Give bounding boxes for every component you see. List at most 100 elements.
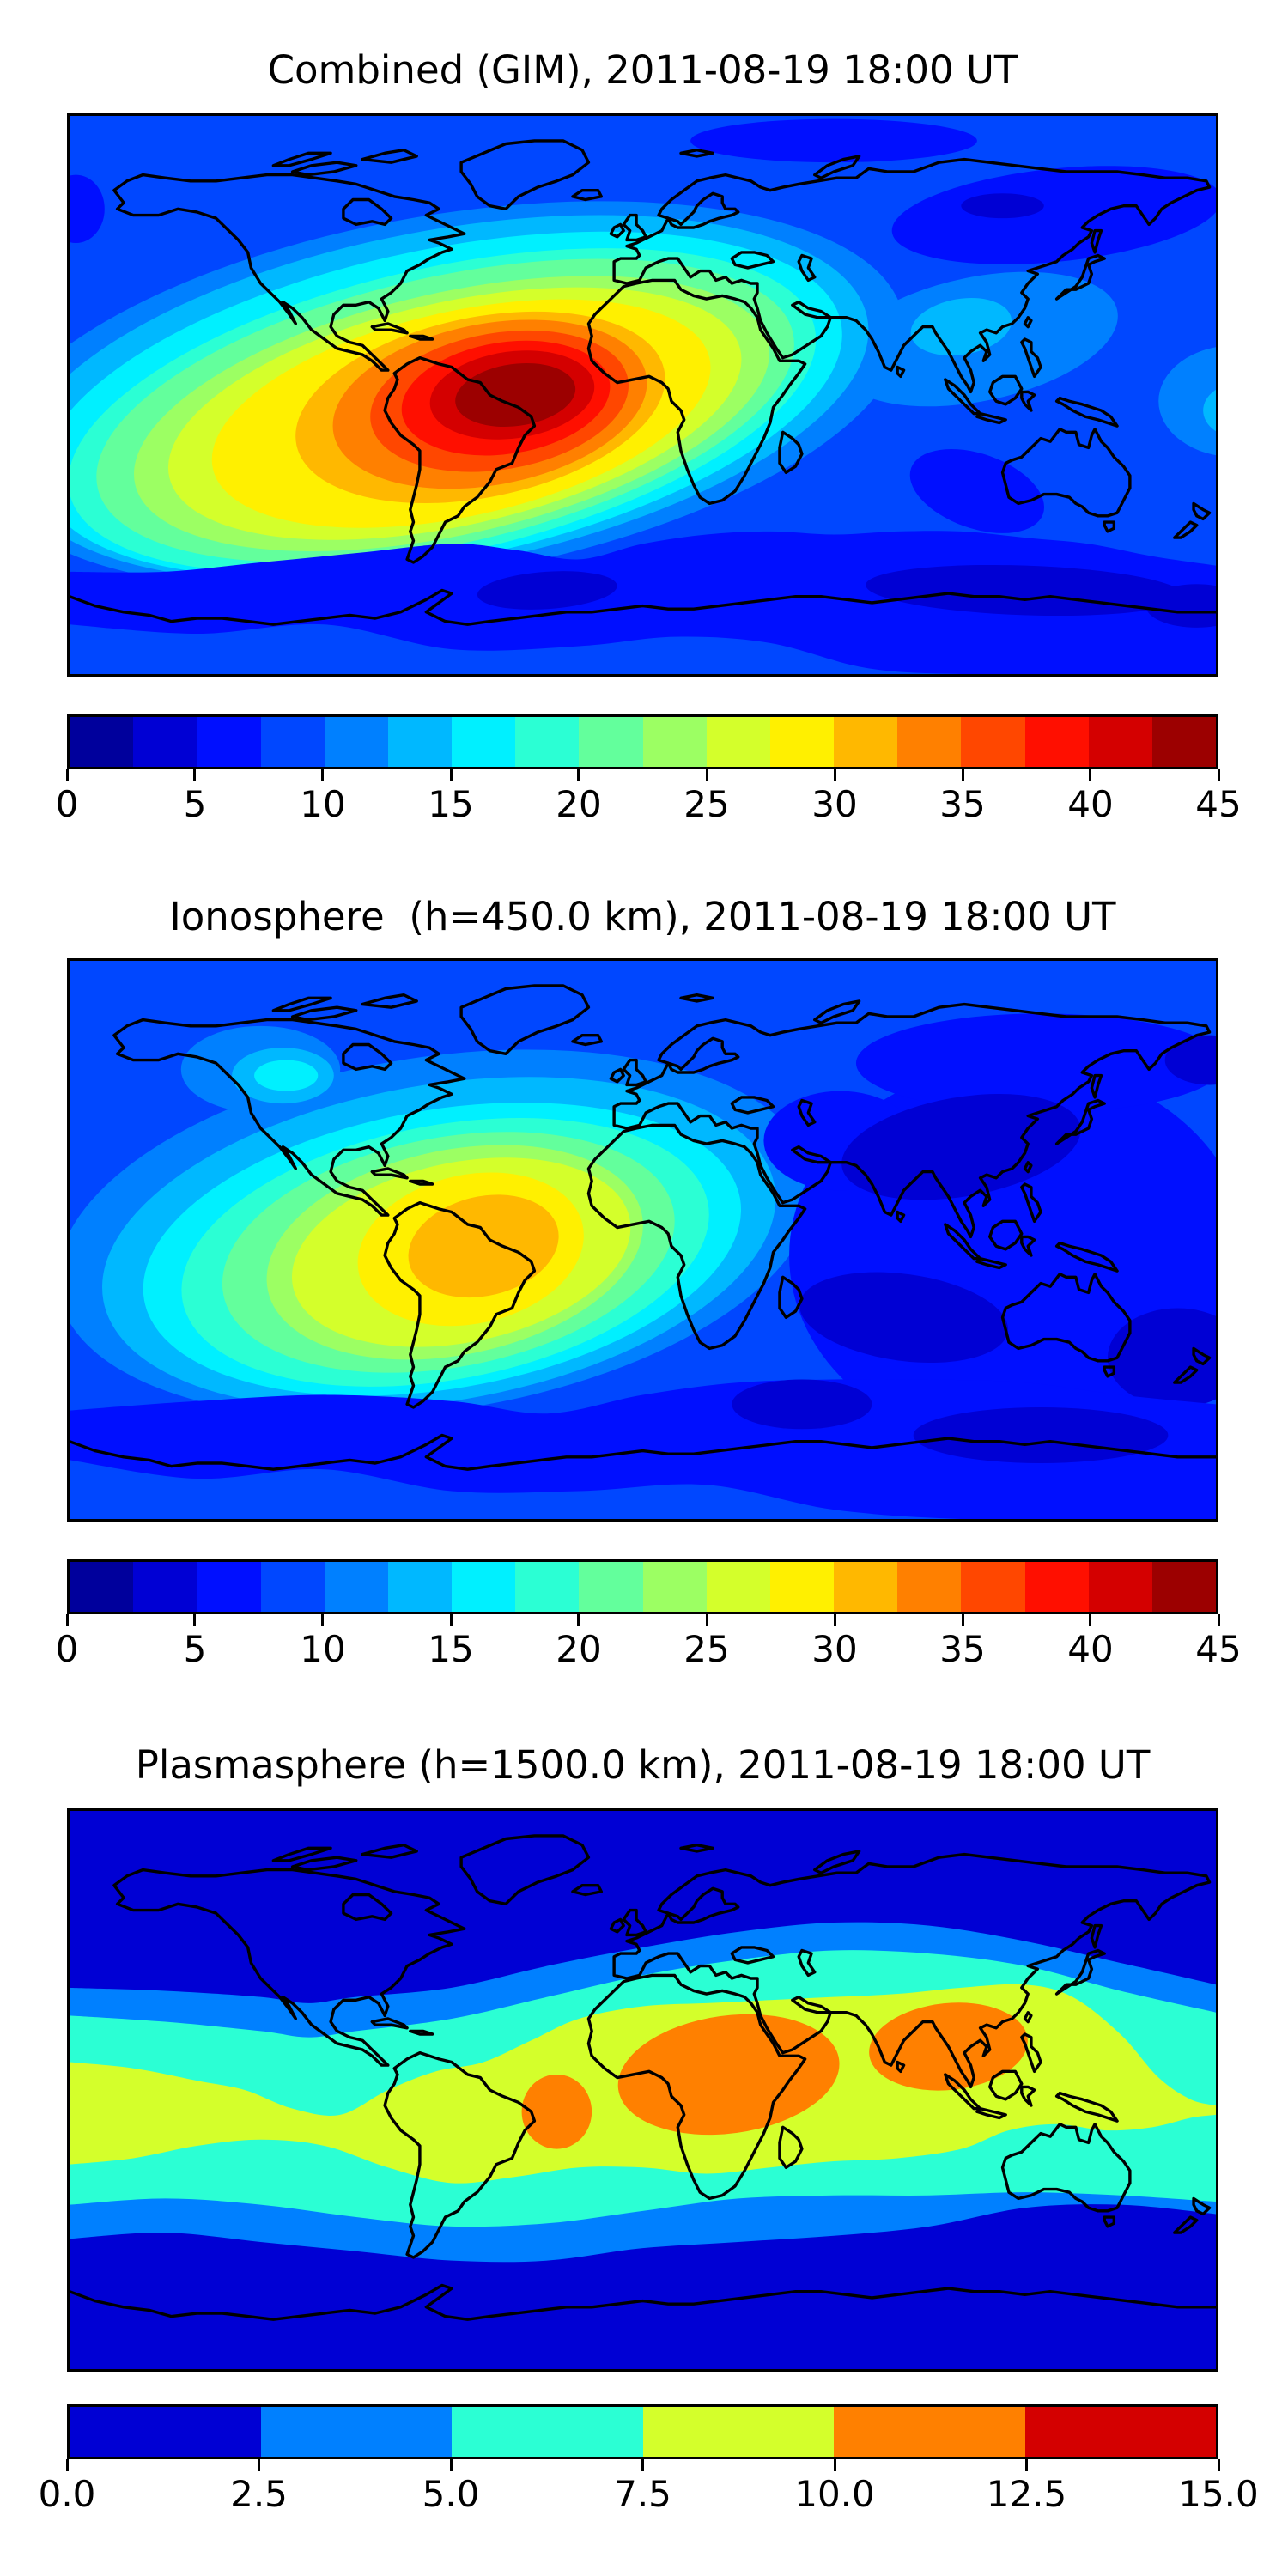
- colorbar-tick-label: 5: [183, 1628, 207, 1670]
- colorbar-swatch: [1024, 717, 1089, 767]
- colorbar-swatch: [1024, 2407, 1216, 2457]
- colorbar-tick-label: 0: [55, 1628, 79, 1670]
- colorbar-tick-label: 20: [556, 783, 602, 825]
- colorbar-swatch: [260, 1562, 325, 1612]
- colorbar-tick-label: 30: [811, 1628, 858, 1670]
- colorbar-tick-label: 25: [683, 783, 730, 825]
- colorbar-swatch: [834, 1562, 898, 1612]
- colorbar-swatch: [834, 2407, 1025, 2457]
- colorbar-swatch: [706, 717, 770, 767]
- world-map-svg: [70, 116, 1216, 674]
- colorbar-swatch: [1088, 717, 1152, 767]
- colorbar-swatch: [70, 717, 134, 767]
- colorbar-tick-labels: 0 5 10 15 20 25 30 35 40 45: [56, 783, 1242, 826]
- colorbar-tick-label: 30: [811, 783, 858, 825]
- colorbar-tick-label: 0.0: [38, 2473, 96, 2515]
- colorbar-ticks: [65, 2459, 1220, 2473]
- colorbar-tick-label: 45: [1195, 783, 1242, 825]
- colorbar-tick-label: 45: [1195, 1628, 1242, 1670]
- colorbar-tick-label: 25: [683, 1628, 730, 1670]
- colorbar-tick-label: 35: [939, 783, 986, 825]
- colorbar-tick: [1217, 769, 1220, 781]
- colorbar-swatch: [452, 2407, 643, 2457]
- colorbar-tick: [193, 1614, 197, 1626]
- colorbar-swatch: [706, 1562, 770, 1612]
- colorbar-ionosphere: 0 5 10 15 20 25 30 35 40 45: [56, 1559, 1242, 1671]
- colorbar-swatch: [961, 717, 1025, 767]
- colorbar-tick: [1217, 2459, 1220, 2471]
- colorbar-tick: [449, 1614, 453, 1626]
- colorbar-swatch: [1151, 1562, 1217, 1612]
- colorbar-ticks: [65, 1614, 1220, 1628]
- colorbar-swatch: [1024, 1562, 1089, 1612]
- colorbar-swatch: [515, 1562, 580, 1612]
- colorbar-swatch: [515, 717, 580, 767]
- colorbar-swatch: [1151, 717, 1217, 767]
- colorbar-swatch: [70, 2407, 261, 2457]
- world-map-svg: [70, 961, 1216, 1519]
- colorbar-plasmasphere: 0.0 2.5 5.0 7.5 10.0 12.5 15.0: [39, 2404, 1259, 2516]
- colorbar-tick-label: 15: [428, 1628, 474, 1670]
- colorbar-swatch: [642, 717, 707, 767]
- colorbar-swatch: [897, 717, 962, 767]
- map-combined: [67, 113, 1218, 677]
- colorbar-tick: [65, 769, 69, 781]
- colorbar-tick-label: 10.0: [794, 2473, 875, 2515]
- colorbar-swatch: [452, 1562, 516, 1612]
- colorbar-tick: [1089, 769, 1092, 781]
- colorbar-tick: [1217, 1614, 1220, 1626]
- colorbar-tick-labels: 0.0 2.5 5.0 7.5 10.0 12.5 15.0: [39, 2473, 1259, 2516]
- colorbar-swatch: [642, 1562, 707, 1612]
- colorbar-tick-label: 2.5: [230, 2473, 288, 2515]
- colorbar-swatch: [324, 717, 388, 767]
- colorbar-tick: [321, 769, 325, 781]
- colorbar-tick: [449, 2459, 453, 2471]
- colorbar-swatch: [197, 717, 261, 767]
- colorbar-tick-label: 40: [1067, 1628, 1114, 1670]
- colorbar-swatch: [897, 1562, 962, 1612]
- colorbar-swatch: [834, 717, 898, 767]
- colorbar-tick: [641, 2459, 644, 2471]
- colorbar-tick-label: 40: [1067, 783, 1114, 825]
- colorbar-tick-label: 10: [300, 1628, 346, 1670]
- colorbar-tick: [1025, 2459, 1028, 2471]
- colorbar-swatch: [324, 1562, 388, 1612]
- colorbar-tick: [833, 769, 836, 781]
- colorbar-tick-label: 15.0: [1178, 2473, 1259, 2515]
- colorbar-tick-label: 5.0: [422, 2473, 480, 2515]
- colorbar-tick: [258, 2459, 260, 2471]
- map-title-combined: Combined (GIM), 2011-08-19 18:00 UT: [267, 47, 1018, 93]
- colorbar-tick-label: 35: [939, 1628, 986, 1670]
- colorbar-swatches: [67, 1559, 1218, 1614]
- colorbar-tick: [705, 769, 708, 781]
- colorbar-tick-label: 7.5: [614, 2473, 671, 2515]
- colorbar-swatch: [769, 1562, 835, 1612]
- colorbar-tick: [577, 1614, 580, 1626]
- colorbar-swatch: [260, 717, 325, 767]
- colorbar-swatch: [133, 1562, 197, 1612]
- colorbar-swatch: [260, 2407, 452, 2457]
- colorbar-swatch: [769, 717, 835, 767]
- colorbar-tick-label: 5: [183, 783, 207, 825]
- colorbar-tick-label: 12.5: [986, 2473, 1067, 2515]
- colorbar-swatches: [67, 2404, 1218, 2459]
- colorbar-swatch: [452, 717, 516, 767]
- colorbar-swatch: [579, 1562, 643, 1612]
- colorbar-combined: 0 5 10 15 20 25 30 35 40 45: [56, 714, 1242, 826]
- colorbar-tick: [65, 1614, 69, 1626]
- colorbar-tick: [577, 769, 580, 781]
- map-plasmasphere: [67, 1808, 1218, 2372]
- colorbar-swatch: [387, 717, 453, 767]
- colorbar-tick: [1089, 1614, 1092, 1626]
- colorbar-tick-label: 10: [300, 783, 346, 825]
- colorbar-swatch: [642, 2407, 834, 2457]
- colorbar-tick: [833, 2459, 836, 2471]
- colorbar-swatch: [1088, 1562, 1152, 1612]
- colorbar-tick: [833, 1614, 836, 1626]
- colorbar-tick: [193, 769, 197, 781]
- colorbar-swatches: [67, 714, 1218, 769]
- world-map-svg: [70, 1811, 1216, 2369]
- colorbar-tick: [321, 1614, 325, 1626]
- colorbar-tick: [961, 1614, 964, 1626]
